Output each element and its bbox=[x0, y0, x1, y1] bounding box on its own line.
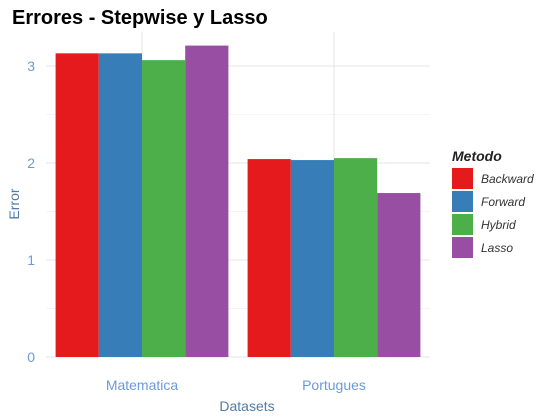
y-tick-label: 1 bbox=[27, 252, 35, 268]
legend-swatch-hybrid bbox=[452, 214, 473, 235]
legend-label-hybrid: Hybrid bbox=[481, 218, 516, 232]
legend-title: Metodo bbox=[452, 148, 502, 164]
legend-label-backward: Backward bbox=[481, 172, 534, 186]
y-axis-ticks: 0 1 2 3 bbox=[27, 58, 35, 365]
bar-hybrid-matematica bbox=[142, 60, 186, 357]
legend-swatch-forward bbox=[452, 191, 473, 212]
legend: Metodo Backward Forward Hybrid Lasso bbox=[452, 148, 534, 258]
bars bbox=[55, 45, 421, 357]
bar-backward-matematica bbox=[55, 53, 99, 357]
legend-swatch-backward bbox=[452, 168, 473, 189]
bar-backward-portugues bbox=[247, 159, 291, 357]
x-axis-title: Datasets bbox=[219, 398, 274, 414]
bar-lasso-matematica bbox=[185, 45, 229, 357]
chart-title: Errores - Stepwise y Lasso bbox=[12, 7, 268, 29]
y-axis-title: Error bbox=[6, 188, 22, 219]
legend-label-lasso: Lasso bbox=[481, 241, 513, 255]
y-tick-label: 3 bbox=[27, 58, 35, 74]
legend-swatch-lasso bbox=[452, 237, 473, 258]
bar-forward-portugues bbox=[290, 160, 334, 357]
bar-lasso-portugues bbox=[377, 193, 421, 357]
x-tick-label: Matematica bbox=[106, 377, 179, 393]
bar-forward-matematica bbox=[98, 53, 142, 357]
y-tick-label: 2 bbox=[27, 155, 35, 171]
bar-hybrid-portugues bbox=[334, 158, 378, 357]
x-axis-ticks: Matematica Portugues bbox=[106, 377, 366, 393]
x-tick-label: Portugues bbox=[302, 377, 366, 393]
y-tick-label: 0 bbox=[27, 349, 35, 365]
legend-label-forward: Forward bbox=[481, 195, 525, 209]
